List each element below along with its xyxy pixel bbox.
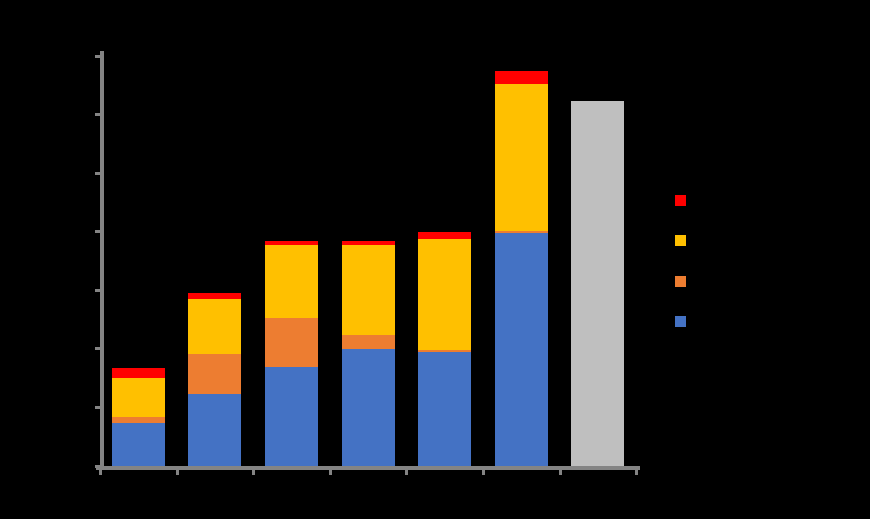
- x-axis-tick: [482, 470, 485, 475]
- y-axis-tick: [95, 171, 100, 175]
- y-axis-tick: [95, 288, 100, 292]
- y-axis-tick: [95, 54, 100, 58]
- legend-swatch-yellow: [675, 235, 686, 247]
- y-axis-tick: [95, 230, 100, 234]
- legend-swatch-orange: [675, 275, 686, 287]
- bar-1-segment-red: [111, 368, 165, 379]
- y-axis-tick: [95, 113, 100, 117]
- bar-6-segment-yellow: [494, 84, 548, 232]
- bar-4-segment-orange: [341, 335, 395, 350]
- bar-5-segment-red: [418, 231, 472, 239]
- bar-6-segment-orange: [494, 231, 548, 234]
- bar-4-segment-blue: [341, 349, 395, 466]
- bar-5-segment-yellow: [418, 238, 472, 351]
- y-axis-tick: [95, 347, 100, 351]
- x-axis-tick: [405, 470, 409, 475]
- bar-3-segment-red: [265, 240, 318, 245]
- legend-swatch-blue: [675, 315, 686, 327]
- bar-6-segment-blue: [494, 233, 548, 466]
- legend-swatch-red: [675, 195, 686, 206]
- bar-3-segment-yellow: [265, 244, 318, 319]
- bar-2-segment-orange: [188, 354, 242, 394]
- bar-1-segment-yellow: [111, 378, 165, 417]
- x-axis-tick: [558, 470, 562, 475]
- bar-3-segment-blue: [265, 367, 318, 466]
- bar-1-segment-orange: [111, 416, 165, 424]
- x-axis-tick: [99, 470, 102, 475]
- bar-4-segment-red: [341, 240, 395, 245]
- bar-1-segment-blue: [111, 423, 165, 466]
- x-axis-tick: [252, 470, 256, 475]
- bar-5-segment-blue: [418, 352, 472, 466]
- y-axis-line: [100, 51, 104, 470]
- bar-4-segment-yellow: [341, 244, 395, 336]
- x-axis-tick: [635, 470, 639, 475]
- bar-2-segment-yellow: [188, 299, 242, 355]
- bar-3-segment-orange: [265, 318, 318, 367]
- x-axis-tick: [175, 470, 179, 475]
- bar-7-segment-gray: [571, 101, 625, 466]
- y-axis-tick: [95, 405, 100, 409]
- x-axis-line: [96, 466, 640, 470]
- x-axis-tick: [328, 470, 332, 475]
- bar-5-segment-orange: [418, 350, 472, 353]
- bar-6-segment-red: [494, 71, 548, 85]
- bar-2-segment-red: [188, 293, 242, 300]
- bar-2-segment-blue: [188, 393, 242, 466]
